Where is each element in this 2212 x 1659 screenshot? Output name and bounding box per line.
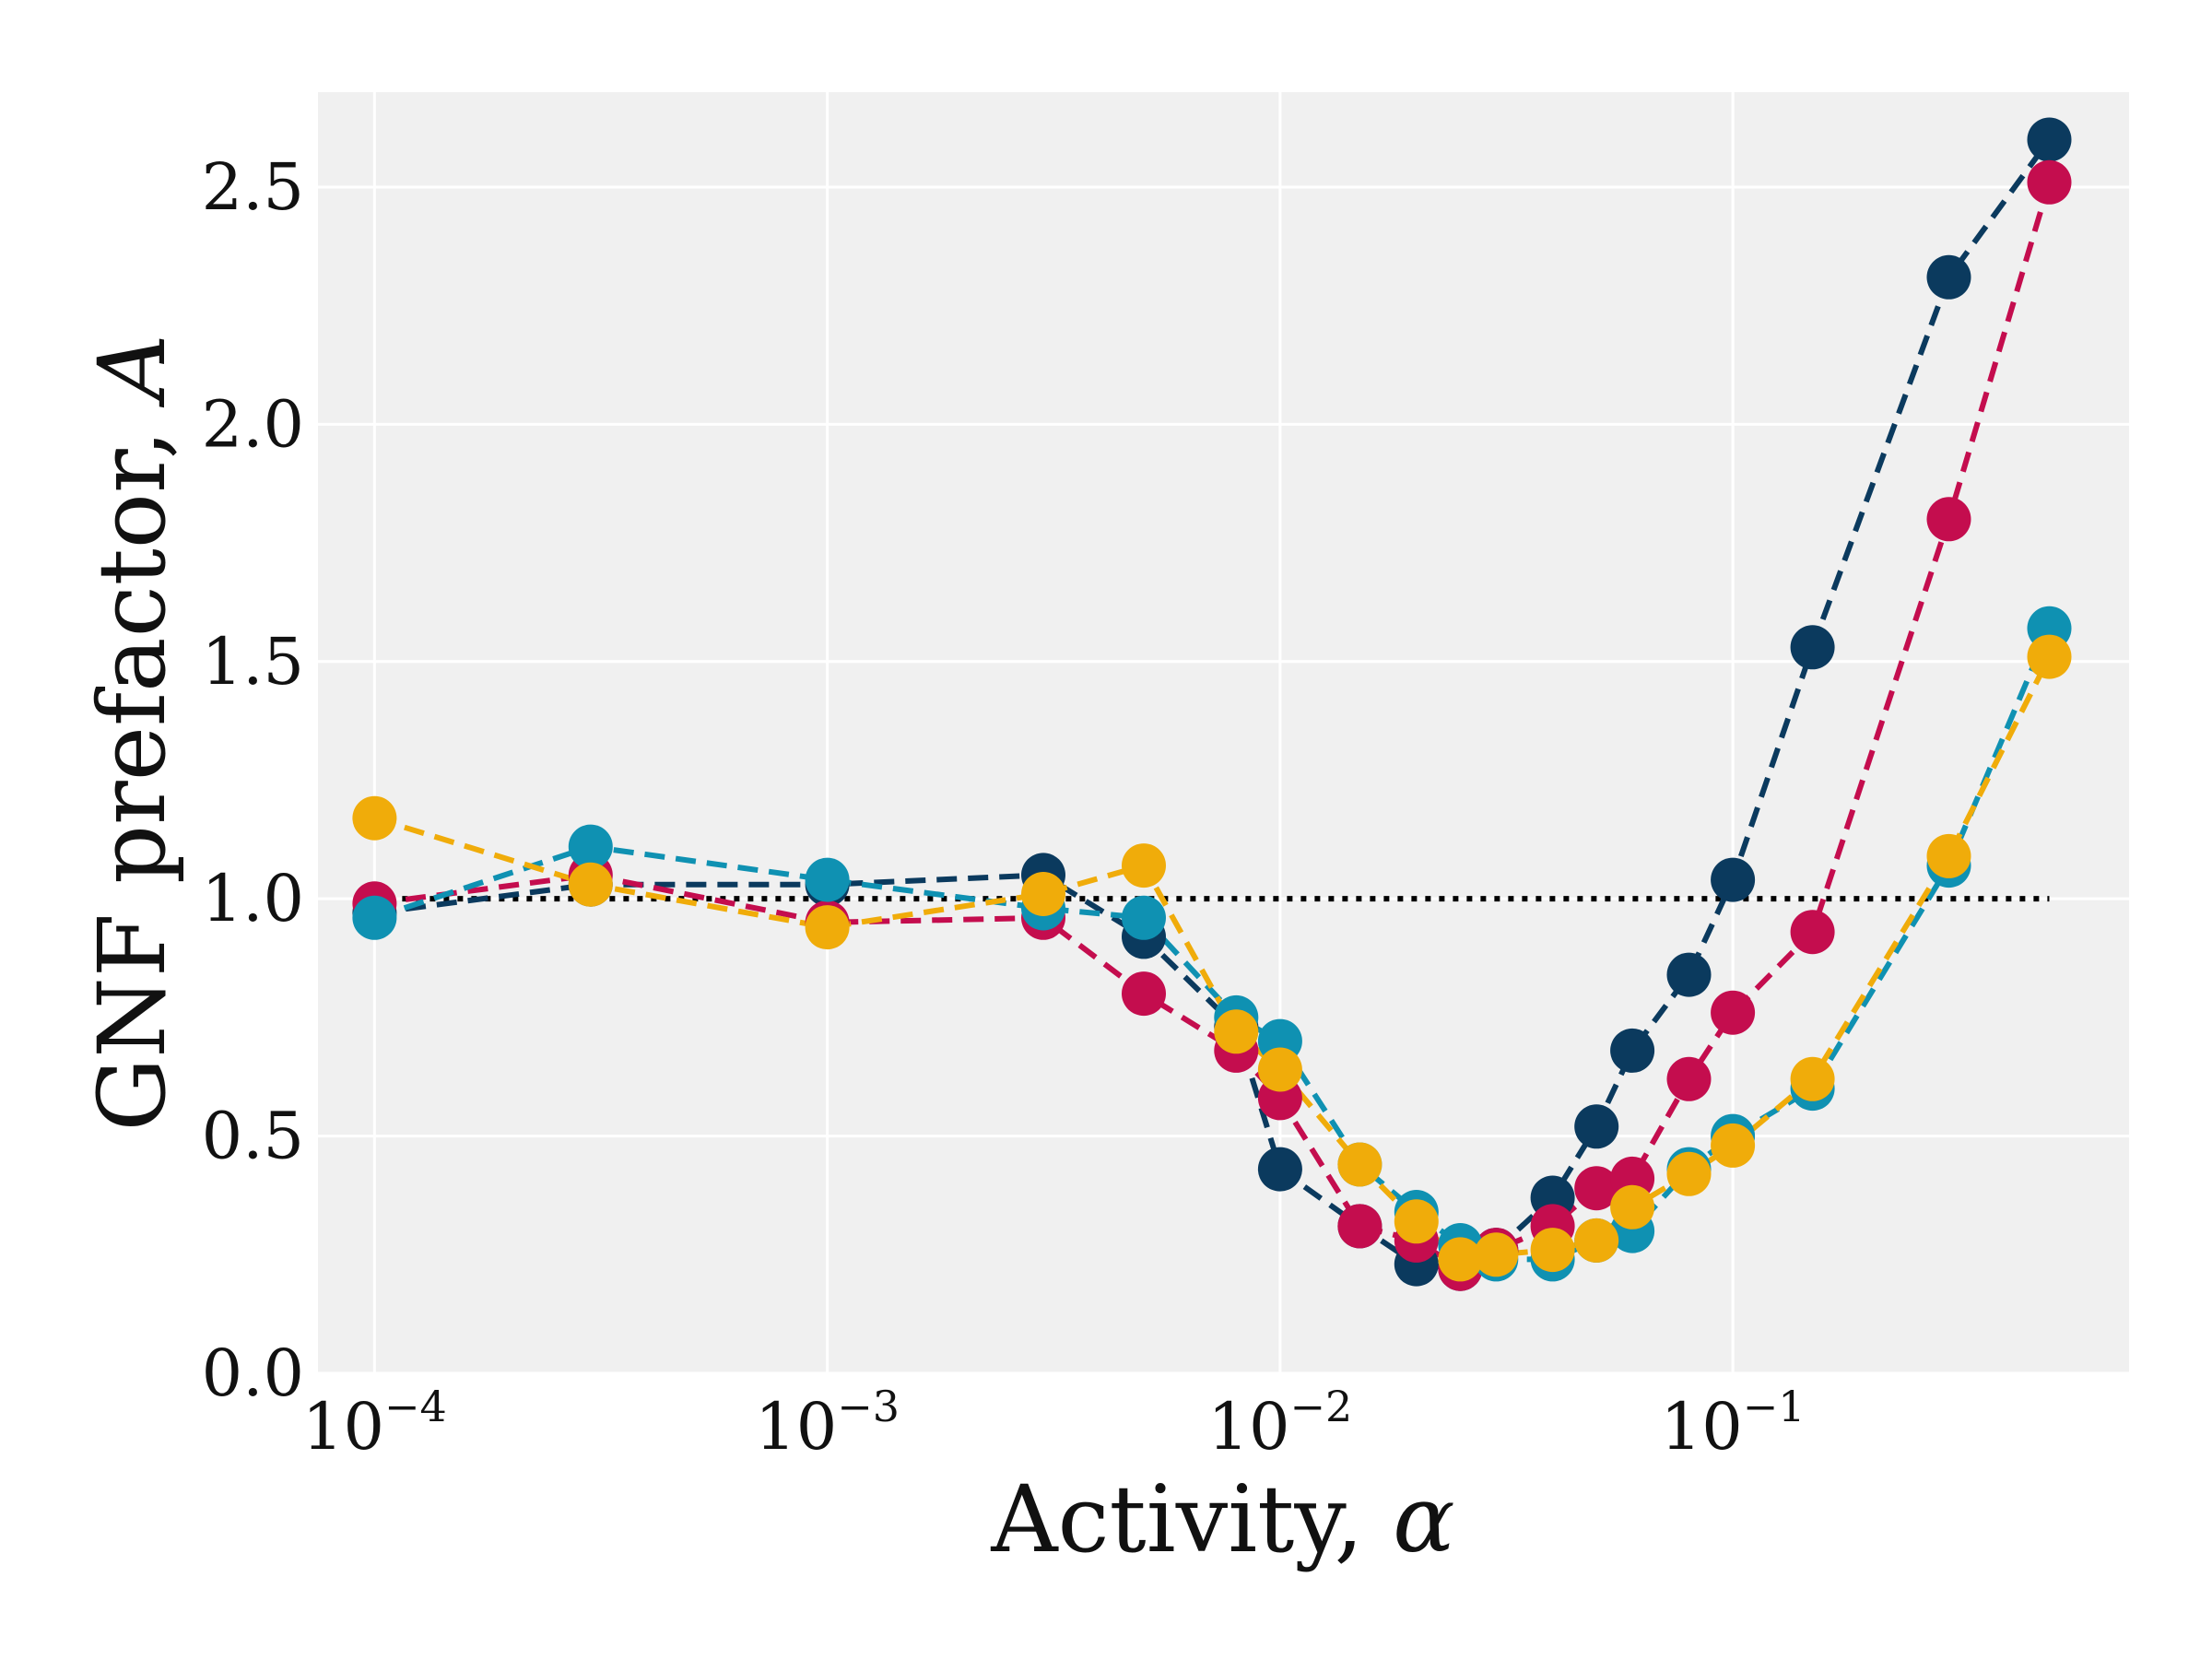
series-4-point — [1530, 1228, 1575, 1273]
series-4-point — [1122, 843, 1166, 888]
series-2-point — [2027, 159, 2072, 205]
y-tick-labels: 0.0 0.5 1.0 1.5 2.0 2.5 — [202, 149, 304, 1411]
series-3-point — [1122, 895, 1166, 940]
series-1-point — [1257, 1147, 1302, 1192]
series-4-point — [1214, 1009, 1259, 1054]
series-3-point — [568, 824, 613, 869]
y-tick-label: 1.0 — [202, 861, 304, 936]
y-tick-label: 1.5 — [202, 624, 304, 700]
series-4-point — [1438, 1237, 1483, 1282]
y-tick-label: 2.0 — [202, 386, 304, 462]
x-tick-label: 10−2 — [1207, 1382, 1352, 1465]
y-axis-symbol: A — [78, 334, 186, 407]
y-axis-label-text: GNF prefactor, — [78, 401, 186, 1132]
series-4-point — [2027, 634, 2072, 679]
x-axis-label-text: Activity, — [990, 1465, 1393, 1573]
series-1-point — [1711, 857, 1756, 902]
series-2-point — [1711, 990, 1756, 1035]
series-4-point — [1610, 1184, 1655, 1230]
series-4-point — [1711, 1123, 1756, 1168]
series-1-point — [1790, 625, 1835, 670]
series-1-point — [2027, 117, 2072, 162]
y-tick-label: 0.0 — [202, 1335, 304, 1411]
series-3-point — [805, 857, 850, 902]
series-2-point — [1666, 1056, 1712, 1101]
plot-area — [318, 92, 2129, 1373]
x-tick-labels: 10−4 10−3 10−2 10−1 — [302, 1382, 1806, 1465]
y-axis-title: GNF prefactor, A — [78, 334, 186, 1131]
series-2-point — [1122, 971, 1166, 1017]
series-4-point — [568, 862, 613, 907]
series-3-point — [352, 895, 397, 940]
y-tick-label: 0.5 — [202, 1099, 304, 1174]
series-4-point — [1790, 1056, 1835, 1101]
x-tick-label: 10−3 — [755, 1382, 900, 1465]
series-2-point — [1790, 910, 1835, 955]
series-points — [352, 117, 2072, 1291]
series-4-point — [1337, 1142, 1382, 1187]
x-tick-label: 10−1 — [1661, 1382, 1806, 1465]
series-1-point — [1926, 254, 1971, 300]
x-axis-symbol: α — [1393, 1465, 1455, 1573]
series-4-point — [1574, 1218, 1619, 1263]
series-4-point — [1021, 872, 1065, 916]
series-4-point — [1926, 833, 1971, 878]
series-2-point — [1337, 1204, 1382, 1249]
x-tick-label: 10−4 — [302, 1382, 447, 1465]
y-tick-label: 2.5 — [202, 149, 304, 225]
series-1-point — [1610, 1028, 1655, 1073]
series-2-point — [1926, 497, 1971, 542]
series-4-point — [805, 905, 850, 950]
series-4-point — [1257, 1047, 1302, 1092]
series-1-point — [1666, 952, 1712, 997]
series-4-point — [352, 795, 397, 841]
series-1-point — [1574, 1104, 1619, 1149]
series-4-point — [1666, 1151, 1712, 1196]
series-2-point — [1574, 1166, 1619, 1211]
x-axis-title: Activity, α — [990, 1465, 1454, 1573]
series-4-point — [1394, 1199, 1439, 1244]
series-4-point — [1474, 1232, 1519, 1277]
grid — [318, 92, 2129, 1375]
